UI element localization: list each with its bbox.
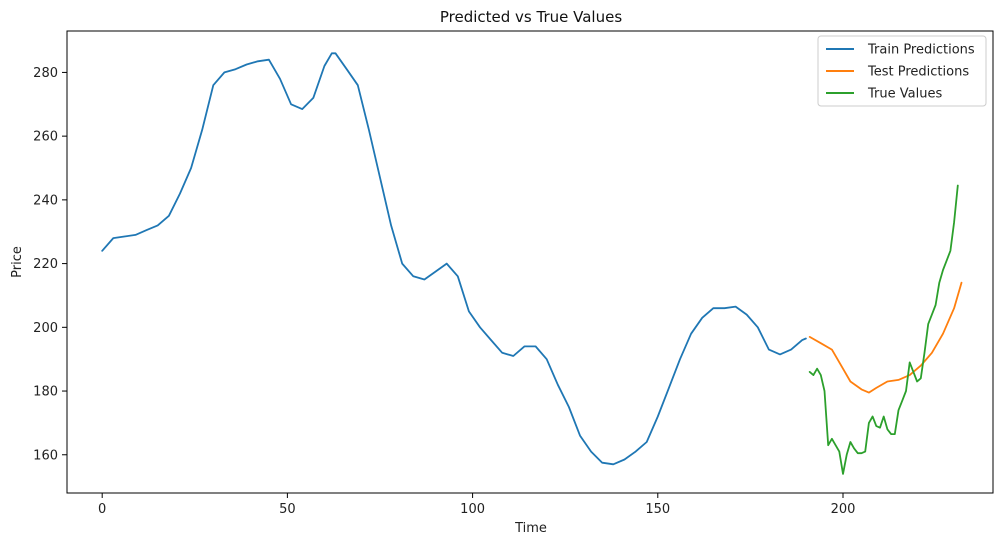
x-tick-label: 200 bbox=[831, 502, 856, 517]
series-line-0 bbox=[101, 52, 807, 466]
y-tick-label: 160 bbox=[33, 448, 58, 463]
y-tick-label: 240 bbox=[33, 193, 58, 208]
legend-label: Test Predictions bbox=[867, 65, 969, 80]
series-line-1 bbox=[808, 281, 963, 394]
chart-title: Predicted vs True Values bbox=[440, 8, 622, 26]
legend-label: Train Predictions bbox=[867, 43, 975, 58]
y-axis-title: Price bbox=[10, 246, 25, 278]
y-tick-label: 220 bbox=[33, 257, 58, 272]
y-tick-label: 280 bbox=[33, 66, 58, 81]
x-axis: 0 50 100 150 200 bbox=[98, 493, 855, 517]
legend-label: True Values bbox=[867, 87, 942, 102]
x-tick-label: 50 bbox=[279, 502, 296, 517]
series-lines bbox=[101, 52, 963, 475]
legend-box bbox=[817, 35, 987, 107]
y-axis: 160 180 200 220 240 260 280 bbox=[33, 66, 67, 463]
x-tick-label: 100 bbox=[460, 502, 485, 517]
legend: Train Predictions Test Predictions True Va… bbox=[817, 35, 987, 107]
y-tick-label: 200 bbox=[33, 321, 58, 336]
y-tick-label: 180 bbox=[33, 385, 58, 400]
x-tick-label: 0 bbox=[98, 502, 106, 517]
y-tick-label: 260 bbox=[33, 130, 58, 145]
series-line-2 bbox=[808, 184, 959, 475]
x-axis-title: Time bbox=[514, 521, 547, 536]
plot-frame bbox=[66, 30, 994, 494]
x-tick-label: 150 bbox=[645, 502, 670, 517]
